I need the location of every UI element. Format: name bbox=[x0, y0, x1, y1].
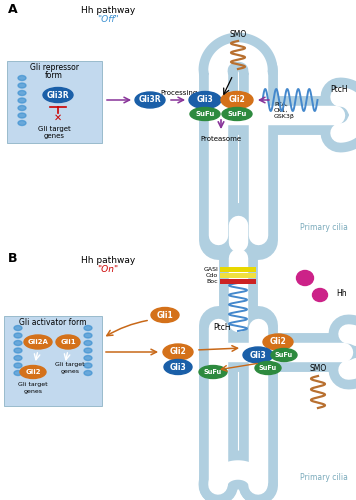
Ellipse shape bbox=[18, 120, 26, 126]
Ellipse shape bbox=[56, 335, 80, 349]
Ellipse shape bbox=[84, 326, 92, 330]
Text: genes: genes bbox=[23, 389, 42, 394]
Ellipse shape bbox=[43, 88, 73, 102]
Ellipse shape bbox=[14, 356, 22, 360]
Text: genes: genes bbox=[43, 133, 64, 139]
Text: "On": "On" bbox=[98, 265, 119, 274]
Ellipse shape bbox=[135, 92, 165, 108]
Text: Boc: Boc bbox=[206, 279, 218, 284]
Text: Gli3R: Gli3R bbox=[47, 90, 69, 100]
Ellipse shape bbox=[18, 76, 26, 80]
Text: GASI: GASI bbox=[203, 267, 218, 272]
Text: Gli target: Gli target bbox=[55, 362, 85, 367]
Text: Gli activator form: Gli activator form bbox=[19, 318, 87, 327]
Text: PtcH: PtcH bbox=[330, 86, 348, 94]
Ellipse shape bbox=[222, 108, 252, 120]
Text: Gli3: Gli3 bbox=[169, 362, 187, 372]
Text: SuFu: SuFu bbox=[204, 369, 222, 375]
Text: Processing: Processing bbox=[160, 90, 198, 96]
Ellipse shape bbox=[271, 348, 297, 362]
Text: Proteasome: Proteasome bbox=[200, 136, 242, 142]
Text: Gli3R: Gli3R bbox=[139, 96, 161, 104]
Text: Primary cilia: Primary cilia bbox=[300, 474, 348, 482]
Ellipse shape bbox=[255, 362, 281, 374]
Bar bbox=[220, 279, 256, 284]
Text: PtcH: PtcH bbox=[213, 323, 231, 332]
Text: Gli1: Gli1 bbox=[60, 339, 76, 345]
Ellipse shape bbox=[14, 348, 22, 353]
Text: SuFu: SuFu bbox=[195, 111, 215, 117]
Text: genes: genes bbox=[61, 369, 79, 374]
Text: form: form bbox=[45, 71, 63, 80]
Ellipse shape bbox=[164, 360, 192, 374]
Text: Hh pathway: Hh pathway bbox=[81, 256, 135, 265]
Ellipse shape bbox=[14, 370, 22, 376]
Text: Gli target: Gli target bbox=[38, 126, 70, 132]
Text: Gli2: Gli2 bbox=[229, 96, 245, 104]
Text: Hh: Hh bbox=[336, 288, 347, 298]
Ellipse shape bbox=[14, 340, 22, 345]
Text: PKA,
CK1,
GSK3β: PKA, CK1, GSK3β bbox=[274, 102, 295, 118]
FancyBboxPatch shape bbox=[7, 61, 102, 143]
Ellipse shape bbox=[297, 270, 314, 285]
Text: Gli3: Gli3 bbox=[250, 350, 266, 360]
Ellipse shape bbox=[263, 334, 293, 350]
Text: Gli1: Gli1 bbox=[157, 310, 173, 320]
Ellipse shape bbox=[190, 108, 220, 120]
Ellipse shape bbox=[151, 308, 179, 322]
Text: SuFu: SuFu bbox=[259, 365, 277, 371]
Ellipse shape bbox=[14, 326, 22, 330]
Text: B: B bbox=[8, 252, 17, 265]
Ellipse shape bbox=[18, 98, 26, 103]
Text: Gli2: Gli2 bbox=[269, 338, 286, 346]
Ellipse shape bbox=[18, 106, 26, 110]
FancyBboxPatch shape bbox=[4, 316, 102, 406]
Text: SMO: SMO bbox=[229, 30, 247, 39]
Text: Gli3: Gli3 bbox=[197, 96, 213, 104]
Text: A: A bbox=[8, 3, 18, 16]
Ellipse shape bbox=[84, 370, 92, 376]
Bar bbox=[220, 267, 256, 272]
Bar bbox=[220, 273, 256, 278]
Text: Gli target: Gli target bbox=[18, 382, 48, 387]
Ellipse shape bbox=[199, 366, 227, 378]
Ellipse shape bbox=[243, 347, 273, 363]
Ellipse shape bbox=[20, 366, 46, 378]
Text: Gli2: Gli2 bbox=[169, 348, 187, 356]
Ellipse shape bbox=[14, 333, 22, 338]
Text: ✕: ✕ bbox=[54, 113, 62, 123]
Text: SMO: SMO bbox=[309, 364, 326, 373]
Ellipse shape bbox=[313, 288, 328, 302]
Text: SuFu: SuFu bbox=[275, 352, 293, 358]
Ellipse shape bbox=[84, 356, 92, 360]
Ellipse shape bbox=[221, 92, 253, 108]
Ellipse shape bbox=[163, 344, 193, 360]
Ellipse shape bbox=[14, 363, 22, 368]
Ellipse shape bbox=[84, 333, 92, 338]
Text: Gli2: Gli2 bbox=[25, 369, 41, 375]
Ellipse shape bbox=[24, 335, 52, 349]
Ellipse shape bbox=[18, 90, 26, 96]
Text: Cdo: Cdo bbox=[206, 273, 218, 278]
Ellipse shape bbox=[84, 363, 92, 368]
Ellipse shape bbox=[84, 340, 92, 345]
Ellipse shape bbox=[84, 348, 92, 353]
Text: Primary cilia: Primary cilia bbox=[300, 224, 348, 232]
Text: Gli2A: Gli2A bbox=[27, 339, 48, 345]
Text: SuFu: SuFu bbox=[227, 111, 247, 117]
Ellipse shape bbox=[189, 92, 221, 108]
Text: Gli repressor: Gli repressor bbox=[30, 63, 79, 72]
Ellipse shape bbox=[18, 113, 26, 118]
Ellipse shape bbox=[18, 83, 26, 88]
Text: Hh pathway: Hh pathway bbox=[81, 6, 135, 15]
Text: "Off": "Off" bbox=[97, 15, 119, 24]
